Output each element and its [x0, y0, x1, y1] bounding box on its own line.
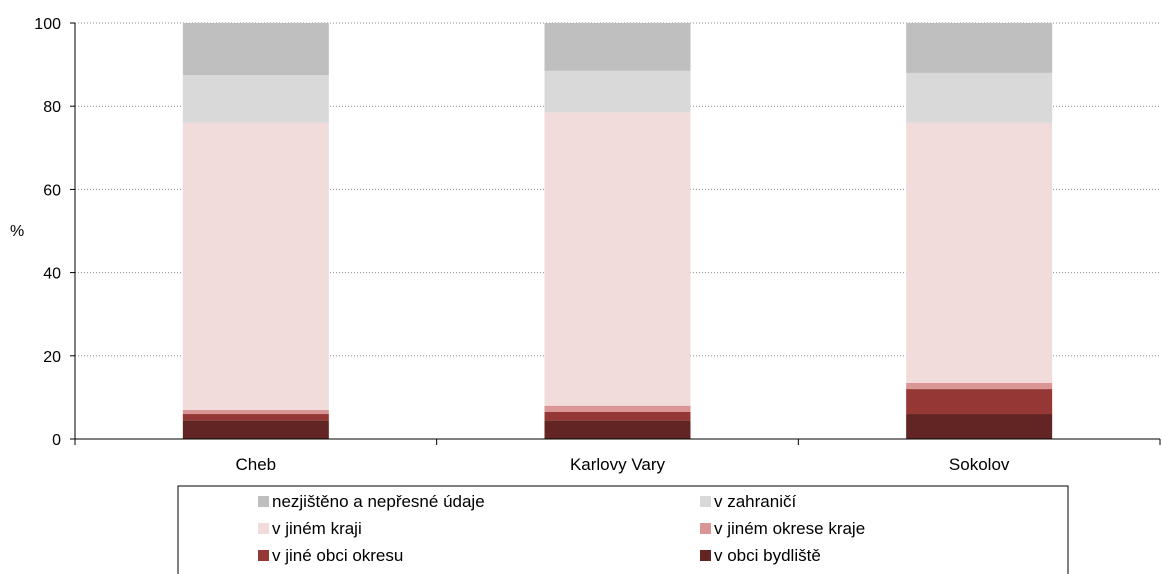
legend-label: v zahraničí [714, 492, 796, 511]
bar-segment [182, 409, 329, 415]
y-axis-label: % [10, 223, 24, 240]
legend-swatch [258, 496, 269, 507]
legend-label: nezjištěno a nepřesné údaje [272, 492, 485, 511]
bar-segment [182, 414, 329, 421]
bar-segment [544, 112, 691, 406]
legend-label: v jiném kraji [272, 519, 362, 538]
legend-label: v obci bydliště [714, 546, 821, 565]
bar-segment [544, 405, 691, 412]
bar-segment [544, 411, 691, 421]
bars [182, 23, 1053, 439]
legend-swatch [258, 550, 269, 561]
bar-segment [906, 122, 1053, 383]
bar-segment [906, 389, 1053, 415]
legend: nezjištěno a nepřesné údaje v zahraničí v … [177, 485, 1069, 574]
legend-swatch [700, 523, 711, 534]
legend-swatch [258, 523, 269, 534]
bar-segment [182, 122, 329, 410]
y-tick-label: 0 [52, 432, 61, 449]
y-tick-label: 40 [43, 266, 61, 283]
y-tick-label: 60 [43, 182, 61, 199]
y-tick-label: 100 [34, 16, 61, 33]
x-category-label: Sokolov [949, 455, 1010, 474]
legend-label: v jiné obci okresu [272, 546, 403, 565]
y-tick-label: 20 [43, 349, 61, 366]
bar-segment [544, 23, 691, 71]
legend-swatch [700, 550, 711, 561]
legend-label: v jiném okrese kraje [714, 519, 865, 538]
bar-segment [906, 414, 1053, 439]
legend-swatch [700, 496, 711, 507]
bar-segment [544, 70, 691, 113]
x-category-label: Karlovy Vary [570, 455, 666, 474]
bar-segment [544, 420, 691, 439]
bar-segment [182, 75, 329, 123]
bar-segment [906, 382, 1053, 390]
bar-segment [182, 420, 329, 439]
bar-segment [182, 23, 329, 75]
axes: 0 20 40 60 80 100 Cheb Karlovy Vary Sokolov [34, 16, 1161, 474]
x-category-label: Cheb [236, 455, 277, 474]
legend-box [177, 485, 1069, 574]
y-tick-label: 80 [43, 99, 61, 116]
bar-segment [906, 72, 1053, 123]
bar-segment [906, 23, 1053, 73]
